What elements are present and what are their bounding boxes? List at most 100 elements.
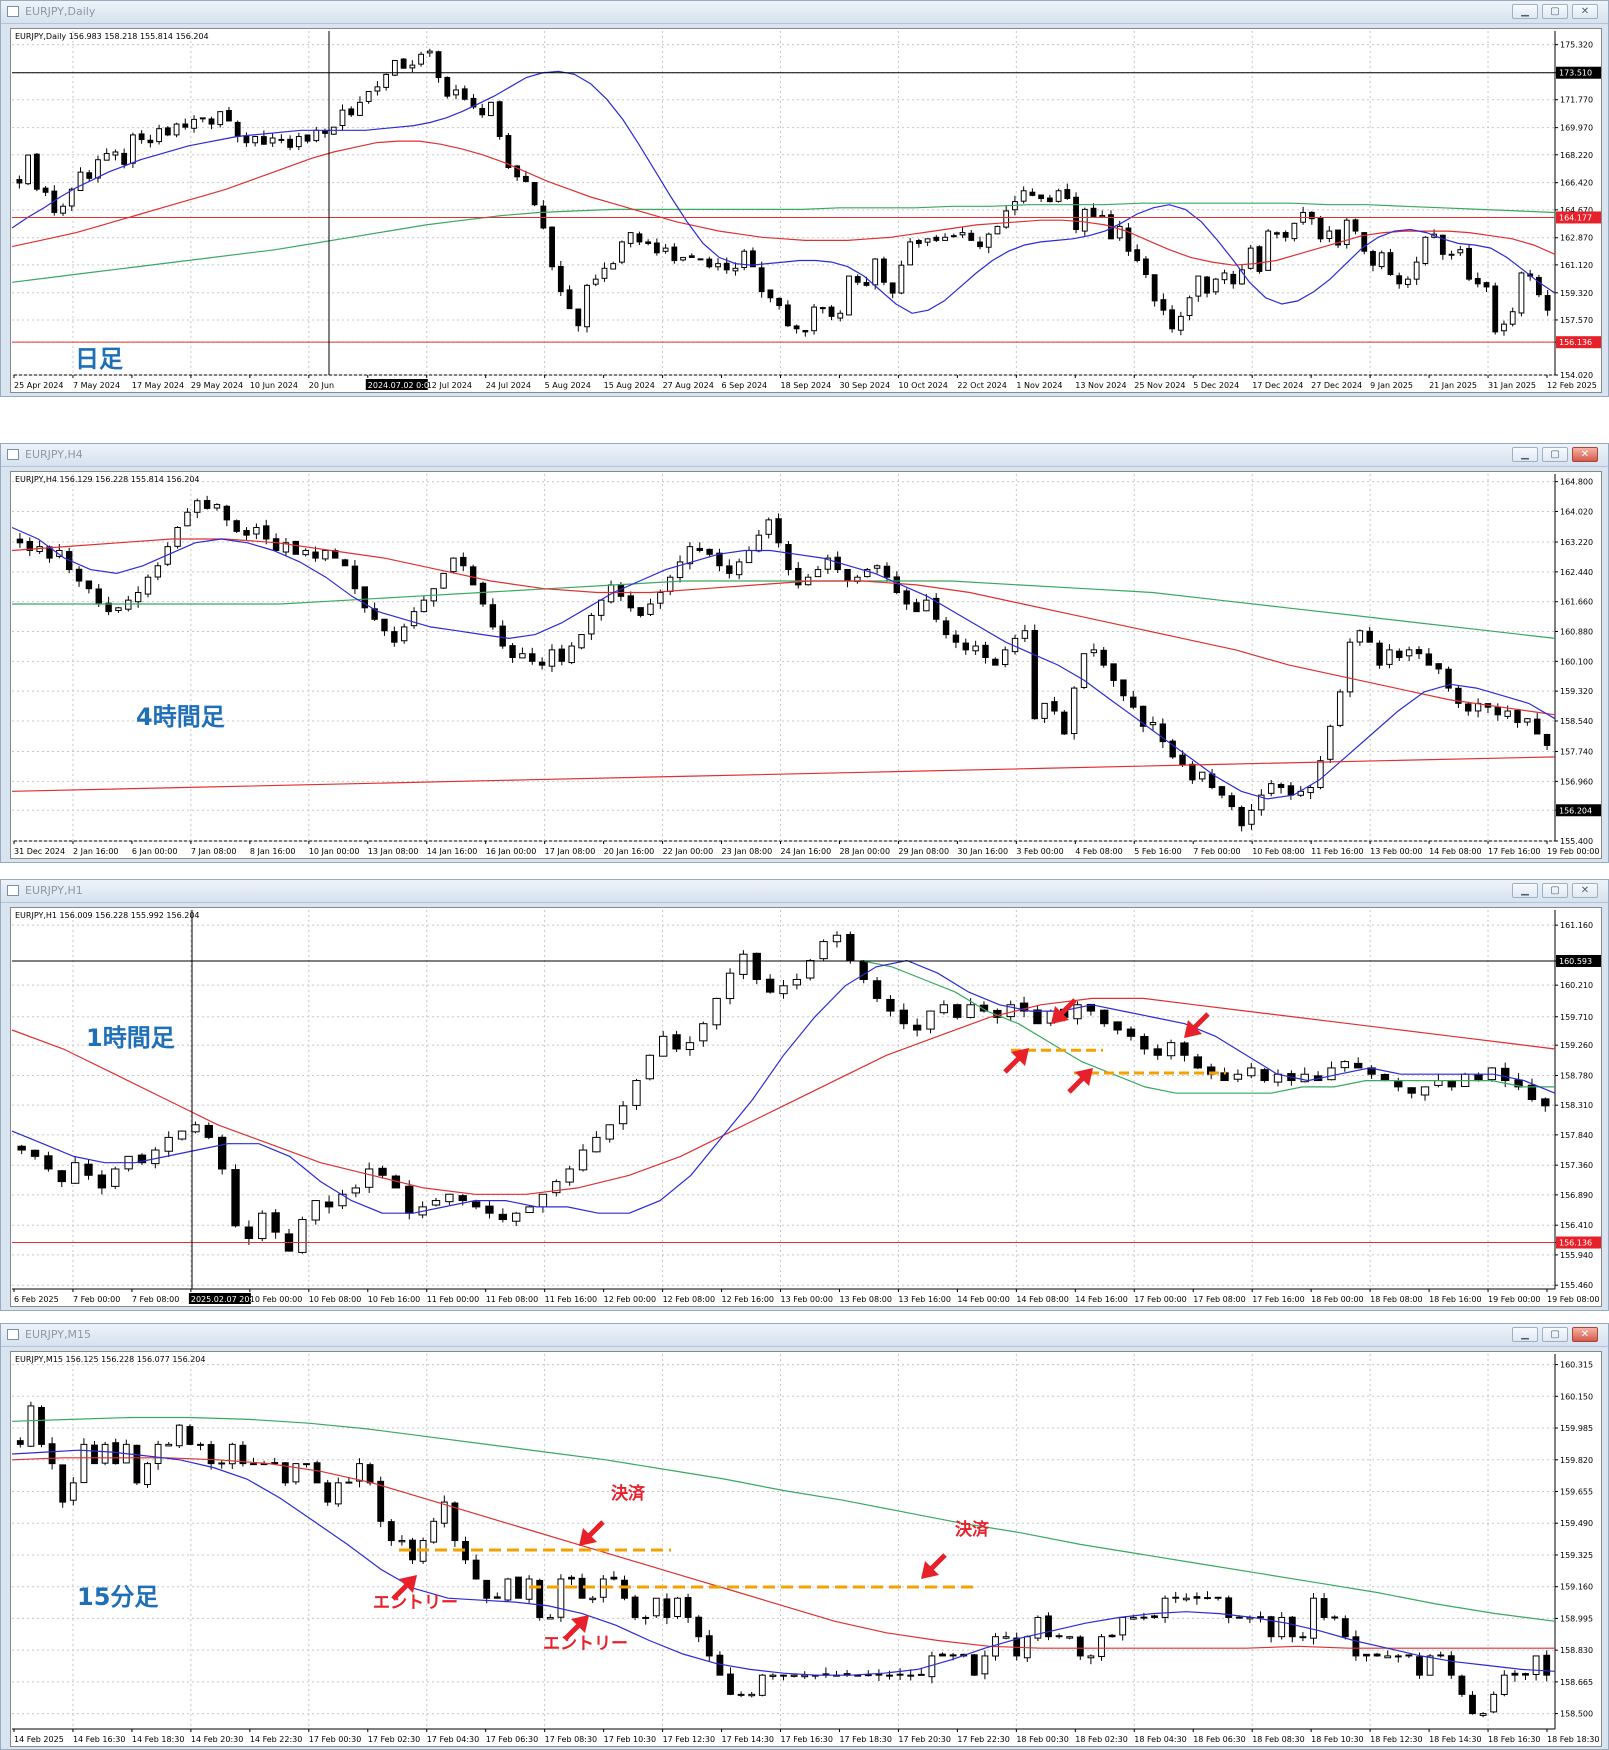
candle-bear [1140,1616,1148,1619]
candle-bull [115,607,122,611]
time-tick-label: 13 Nov 2024 [1075,381,1126,390]
close-button[interactable]: ✕ [1572,4,1598,19]
candle-bull [1267,783,1275,794]
chart-window-m15[interactable]: EURJPY,M15 ▁ ▢ ✕ 160.315 160.150 159.985 15… [0,1323,1609,1750]
time-tick-label: 21 Jan 2025 [1429,381,1477,390]
time-tick-label: 13 Feb 00:00 [781,1295,833,1304]
candle-bull [1221,272,1228,281]
maximize-button[interactable]: ▢ [1542,883,1568,898]
candle-bear [793,325,800,330]
candle-bull [780,1674,787,1677]
time-tick-label: 13 Feb 16:00 [898,1295,950,1304]
candle-bear [953,1004,962,1018]
candle-bear [765,978,775,993]
candle-bear [695,1616,703,1638]
minimize-button[interactable]: ▁ [1512,447,1538,462]
candle-bear [863,282,870,286]
window-titlebar[interactable]: EURJPY,Daily ▁ ▢ ✕ [1,1,1608,24]
candle-bull [144,576,152,595]
chart-canvas-h1[interactable]: 161.160 160.593 160.210 159.710 159.260 158.7… [10,907,1602,1307]
close-button[interactable]: ✕ [1572,1327,1598,1342]
candle-bull [994,225,1001,235]
candle-bear [208,118,215,125]
minimize-button[interactable]: ▁ [1512,883,1538,898]
candle-bull [801,1674,809,1678]
candle-bear [271,1462,279,1465]
candle-bear [1045,1615,1052,1638]
chart-window-h1[interactable]: EURJPY,H1 ▁ ▢ ✕ 161.160 160.593 160.210 159… [0,879,1609,1311]
candle-bull [811,306,817,332]
entry-label: エントリー [543,1634,628,1654]
candle-bull [1166,1042,1176,1057]
window-titlebar[interactable]: EURJPY,H1 ▁ ▢ ✕ [1,880,1608,903]
candle-bull [872,258,879,286]
minimize-button[interactable]: ▁ [1512,4,1538,19]
candle-bear [706,548,713,555]
time-tick-label: 7 Feb 08:00 [132,1295,179,1304]
candle-bull [1346,641,1354,693]
time-tick-label: 30 Sep 2024 [839,381,890,390]
candle-bear [479,582,487,605]
close-button[interactable]: ✕ [1572,883,1598,898]
red-arrow-exit [1051,998,1077,1024]
close-button[interactable]: ✕ [1572,447,1598,462]
candle-bear [26,540,33,551]
candle-bear [1361,232,1368,252]
candle-bear [875,1673,883,1676]
candle-bear [1143,258,1149,275]
candle-bear [968,232,975,241]
time-tick-label: 17 Feb 12:30 [663,1735,715,1744]
candle-bear [400,58,407,69]
price-tag [1556,1236,1601,1249]
window-titlebar[interactable]: EURJPY,M15 ▁ ▢ ✕ [1,1324,1608,1347]
candle-bull [1055,190,1062,202]
candle-bear [444,76,451,97]
candle-bear [1260,1069,1269,1082]
time-tick-label: 5 Aug 2024 [545,381,591,390]
time-tick-label: 17 Feb 00:30 [309,1735,361,1744]
time-tick-label: 10 Jun 2024 [250,381,298,390]
candle-bull [1384,1655,1392,1659]
candle-bear [1055,1635,1063,1638]
candle-bull [546,1616,554,1620]
candle-bear [1405,1654,1413,1657]
candle-bull [184,511,191,527]
chart-window-h4[interactable]: EURJPY,H4 ▁ ▢ ✕ 164.800 164.020 163.220 162… [0,443,1609,863]
exit-label: 決済 [955,1519,990,1540]
candle-bear [970,1654,978,1676]
minimize-button[interactable]: ▁ [1512,1327,1538,1342]
candle-bear [138,133,145,141]
chart-canvas-h4[interactable]: 164.800 164.020 163.220 162.440 161.660 160.8… [10,471,1602,859]
candle-bear [312,551,319,559]
candle-bull [228,1443,236,1465]
chart-canvas-m15[interactable]: 160.315 160.150 159.985 159.820 159.655 159.4… [10,1351,1602,1747]
candle-bull [1161,1597,1169,1618]
candle-bear [345,1481,353,1484]
candle-bear [1160,299,1167,311]
candle-bull [1422,236,1429,265]
candle-bull [199,117,206,120]
maximize-button[interactable]: ▢ [1542,447,1568,462]
candle-bull [924,238,931,243]
price-tick-label: 155.940 [1560,1251,1593,1260]
candle-bear [529,653,536,662]
candle-bull [1307,786,1314,794]
maximize-button[interactable]: ▢ [1542,1327,1568,1342]
chart-window-daily[interactable]: EURJPY,Daily ▁ ▢ ✕ 175.320 173.510 171.770… [0,0,1609,397]
candle-bull [154,565,162,578]
price-tick-label: 159.160 [1560,1583,1593,1592]
maximize-button[interactable]: ▢ [1542,4,1568,19]
candle-bull [1087,1655,1095,1659]
window-titlebar[interactable]: EURJPY,H4 ▁ ▢ ✕ [1,444,1608,467]
time-tick-label: 19 Feb 08:00 [1547,1295,1599,1304]
candle-bear [217,1136,227,1170]
candle-bull [748,1693,756,1697]
chart-canvas-daily[interactable]: 175.320 173.510 171.770 169.970 168.220 166.4… [10,28,1602,393]
candle-bull [525,1206,534,1214]
candle-bull [383,73,390,88]
candle-bear [1218,786,1226,796]
time-tick-label: 14 Feb 16:00 [1075,1295,1127,1304]
time-tick-label: 22 Oct 2024 [957,381,1006,390]
candle-bull [1378,252,1385,268]
candle-bear [1425,653,1433,666]
